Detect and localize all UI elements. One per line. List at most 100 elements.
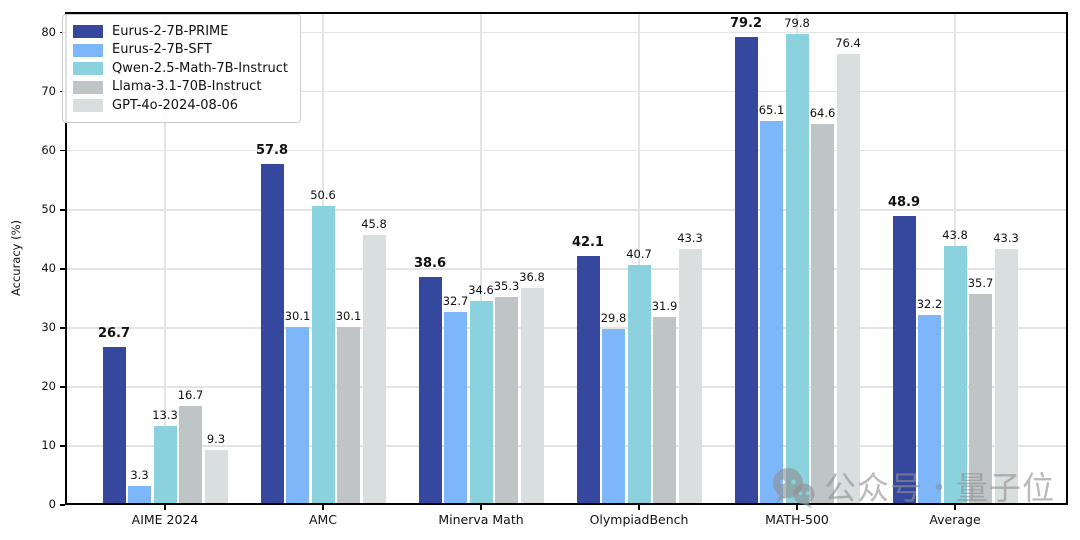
legend-swatch <box>73 99 103 112</box>
y-tick-mark <box>60 386 65 388</box>
y-tick-mark <box>60 504 65 506</box>
y-tick-label: 60 <box>41 142 56 157</box>
y-tick-mark <box>60 209 65 211</box>
legend-swatch <box>73 43 103 57</box>
bar <box>311 206 335 505</box>
legend-label: GPT-4o-2024-08-06 <box>112 97 239 113</box>
legend-entry: Qwen-2.5-Math-7B-Instruct <box>73 61 288 77</box>
bar-value-label: 76.4 <box>835 35 861 50</box>
bar <box>128 485 151 505</box>
x-gridline <box>164 14 166 503</box>
x-tick-mark <box>954 505 956 510</box>
bar-value-label: 38.6 <box>413 256 447 272</box>
y-tick-label: 10 <box>41 437 56 452</box>
bar-value-label: 36.8 <box>519 269 545 284</box>
y-gridline <box>67 445 1067 447</box>
x-tick-mark <box>796 505 798 510</box>
y-tick-label: 30 <box>41 319 56 334</box>
bar-value-label: 3.3 <box>130 467 149 482</box>
legend-label: Qwen-2.5-Math-7B-Instruct <box>112 60 289 76</box>
bar-value-label: 45.8 <box>361 216 387 231</box>
bar-value-label: 65.1 <box>758 102 785 117</box>
bar <box>994 249 1018 505</box>
legend-label: Llama-3.1-70B-Instruct <box>112 79 262 94</box>
axis-spine-left <box>65 12 67 505</box>
bar <box>602 329 625 505</box>
bar-value-label: 50.6 <box>310 188 336 203</box>
y-tick-mark <box>60 327 65 329</box>
x-gridline <box>480 14 482 503</box>
y-tick-label: 40 <box>41 260 56 275</box>
bar-value-label: 79.2 <box>729 16 763 32</box>
legend-swatch <box>73 25 103 38</box>
legend-swatch <box>73 80 103 94</box>
y-gridline <box>67 149 1067 152</box>
legend-entry: Eurus-2-7B-SFT <box>73 42 288 58</box>
bar-value-label: 79.8 <box>784 15 810 30</box>
legend-swatch <box>73 62 103 75</box>
bar <box>918 314 941 505</box>
y-gridline <box>67 90 1067 93</box>
bar <box>734 37 758 505</box>
bar <box>627 264 651 505</box>
bar-value-label: 35.7 <box>967 276 994 291</box>
legend-label: Eurus-2-7B-SFT <box>112 42 212 57</box>
bar <box>418 277 442 505</box>
x-tick-label: Average <box>929 512 981 527</box>
axis-spine-bottom <box>65 503 1068 505</box>
bar-value-label: 35.3 <box>493 278 520 293</box>
bar-value-label: 13.3 <box>152 408 178 423</box>
y-tick-mark <box>60 268 65 270</box>
bar-value-label: 32.7 <box>442 293 469 308</box>
bar <box>362 234 386 505</box>
legend: Eurus-2-7B-PRIME Eurus-2-7B-SFT Qwen-2.5-M… <box>62 14 302 123</box>
bar <box>520 287 544 505</box>
bar-value-label: 43.3 <box>993 231 1019 246</box>
x-tick-label: OlympiadBench <box>589 512 689 527</box>
y-tick-label: 80 <box>41 24 56 39</box>
bar <box>785 33 809 505</box>
y-tick-mark <box>60 445 65 447</box>
bar <box>469 300 493 505</box>
y-tick-mark <box>60 149 65 152</box>
y-gridline <box>67 209 1067 211</box>
bar-value-label: 30.1 <box>335 309 362 324</box>
x-tick-label: Minerva Math <box>438 512 524 527</box>
bar-value-label: 57.8 <box>255 142 289 158</box>
x-gridline <box>638 14 640 503</box>
bar-value-label: 40.7 <box>626 246 652 261</box>
bar <box>179 406 202 505</box>
bar <box>969 294 992 505</box>
x-tick-mark <box>480 505 482 510</box>
bar-value-label: 9.3 <box>206 432 226 447</box>
x-tick-mark <box>322 505 324 510</box>
legend-label: Eurus-2-7B-PRIME <box>112 23 229 39</box>
bar-value-label: 43.8 <box>942 228 968 243</box>
bar <box>204 450 228 505</box>
bar <box>892 216 916 505</box>
bar <box>153 426 177 505</box>
bar <box>760 120 783 505</box>
bar <box>495 296 518 505</box>
bar-value-label: 43.3 <box>677 231 703 246</box>
bar-value-label: 34.6 <box>468 282 494 297</box>
bar <box>444 311 467 505</box>
bar <box>811 123 834 505</box>
y-tick-label: 70 <box>41 83 56 98</box>
bar-value-label: 16.7 <box>177 388 204 403</box>
bar <box>943 246 967 505</box>
bar <box>576 256 600 505</box>
bar-value-label: 30.1 <box>284 309 311 324</box>
bar <box>836 53 860 505</box>
bar <box>653 316 676 505</box>
bar <box>286 327 309 505</box>
bar <box>102 347 126 505</box>
y-gridline <box>67 31 1067 34</box>
x-tick-mark <box>638 505 640 510</box>
y-tick-label: 0 <box>48 497 56 511</box>
x-tick-label: AMC <box>308 512 338 527</box>
bar <box>678 249 702 505</box>
bar-value-label: 26.7 <box>97 326 131 342</box>
legend-entry: Llama-3.1-70B-Instruct <box>73 79 288 95</box>
